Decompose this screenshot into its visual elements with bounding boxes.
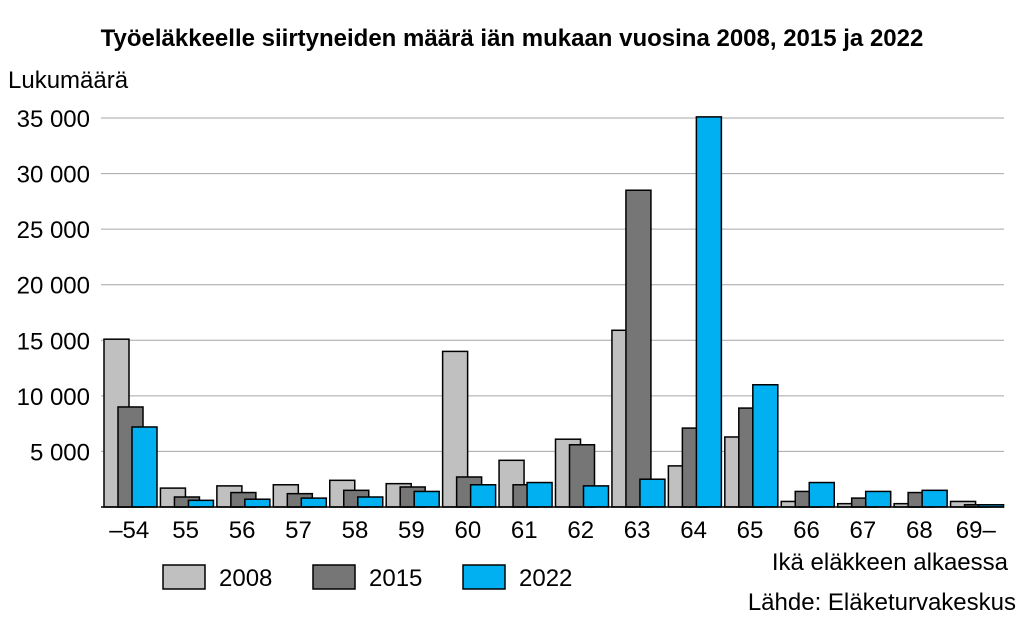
x-axis-label: Ikä eläkkeen alkaessa bbox=[772, 549, 1009, 576]
y-tick-label: 15 000 bbox=[17, 328, 90, 355]
bar-2022-65 bbox=[752, 383, 779, 508]
legend: 2008 2015 2022 bbox=[162, 564, 572, 592]
x-tick-label: 64 bbox=[680, 517, 707, 544]
x-tick-label: 65 bbox=[737, 517, 764, 544]
bar-2022-62 bbox=[582, 485, 610, 508]
bar-2022-55 bbox=[187, 499, 215, 508]
bar-2022-59 bbox=[413, 490, 440, 508]
bar-2022-66 bbox=[808, 481, 835, 508]
y-tick-labels: 5 000 10 000 15 000 20 000 25 000 30 000 35 00… bbox=[17, 106, 90, 466]
bar-2022-64 bbox=[695, 116, 723, 508]
y-tick-label: 30 000 bbox=[17, 162, 90, 189]
bar-2022-63 bbox=[639, 478, 666, 508]
gridlines bbox=[101, 117, 1004, 452]
x-tick-label: 62 bbox=[567, 517, 594, 544]
y-tick-label: 25 000 bbox=[17, 217, 90, 244]
bar-2015-63 bbox=[625, 189, 652, 508]
x-tick-label: 67 bbox=[850, 517, 877, 544]
bar-2022-61 bbox=[526, 481, 553, 508]
bar-2022-57 bbox=[300, 497, 328, 508]
x-tick-label: 61 bbox=[511, 517, 538, 544]
legend-label-2008: 2008 bbox=[219, 565, 272, 592]
x-tick-label: –54 bbox=[109, 517, 149, 544]
legend-swatch-2015 bbox=[312, 564, 356, 590]
legend-label-2022: 2022 bbox=[519, 565, 572, 592]
legend-swatch-2008 bbox=[162, 564, 206, 590]
bars bbox=[103, 116, 1005, 508]
chart-title: Työeläkkeelle siirtyneiden määrä iän muk… bbox=[101, 25, 924, 52]
bar-2008-60 bbox=[441, 350, 469, 508]
legend-label-2015: 2015 bbox=[369, 565, 422, 592]
x-tick-label: 58 bbox=[342, 517, 369, 544]
x-tick-label: 59 bbox=[398, 517, 425, 544]
bar-2022-58 bbox=[357, 496, 384, 508]
y-tick-label: 20 000 bbox=[17, 273, 90, 300]
y-tick-label: 10 000 bbox=[17, 384, 90, 411]
y-axis-label: Lukumäärä bbox=[8, 67, 129, 94]
x-tick-label: 69– bbox=[956, 517, 997, 544]
y-tick-label: 5 000 bbox=[30, 439, 90, 466]
x-tick-label: 60 bbox=[454, 517, 481, 544]
x-tick-label: 63 bbox=[624, 517, 651, 544]
bar-2022-60 bbox=[469, 484, 497, 508]
bar-2022-–54 bbox=[131, 426, 158, 508]
x-tick-label: 68 bbox=[906, 517, 933, 544]
bar-2022-67 bbox=[864, 490, 892, 508]
legend-swatch-2022 bbox=[462, 564, 506, 590]
x-tick-labels: –54 55 56 57 58 59 60 61 62 63 64 65 66 67 68 69– bbox=[109, 517, 996, 544]
x-tick-label: 66 bbox=[793, 517, 820, 544]
bar-2022-56 bbox=[244, 498, 271, 508]
x-tick-label: 55 bbox=[172, 517, 199, 544]
x-tick-label: 56 bbox=[229, 517, 256, 544]
y-tick-label: 35 000 bbox=[17, 106, 90, 133]
bar-2022-68 bbox=[921, 489, 948, 508]
x-tick-label: 57 bbox=[285, 517, 312, 544]
source-note: Lähde: Eläketurvakeskus bbox=[748, 589, 1016, 616]
